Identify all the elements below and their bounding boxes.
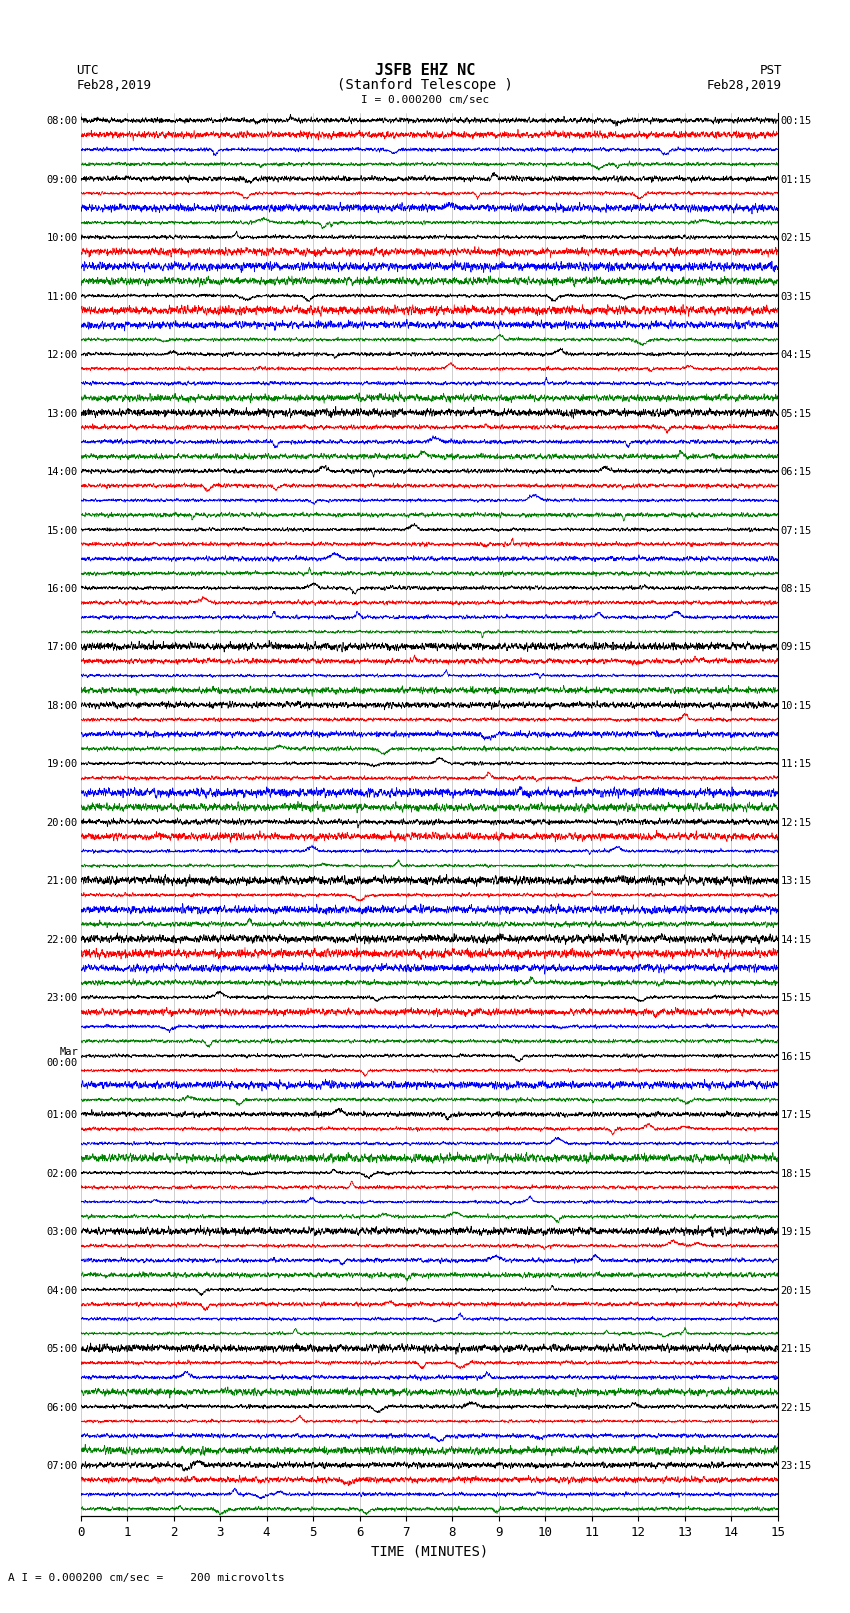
X-axis label: TIME (MINUTES): TIME (MINUTES): [371, 1545, 488, 1558]
Text: JSFB EHZ NC: JSFB EHZ NC: [375, 63, 475, 77]
Text: PST: PST: [760, 63, 782, 77]
Text: UTC: UTC: [76, 63, 99, 77]
Text: I = 0.000200 cm/sec: I = 0.000200 cm/sec: [361, 95, 489, 105]
Text: Feb28,2019: Feb28,2019: [76, 79, 151, 92]
Text: Feb28,2019: Feb28,2019: [707, 79, 782, 92]
Text: A I = 0.000200 cm/sec =    200 microvolts: A I = 0.000200 cm/sec = 200 microvolts: [8, 1573, 286, 1582]
Text: (Stanford Telescope ): (Stanford Telescope ): [337, 79, 513, 92]
